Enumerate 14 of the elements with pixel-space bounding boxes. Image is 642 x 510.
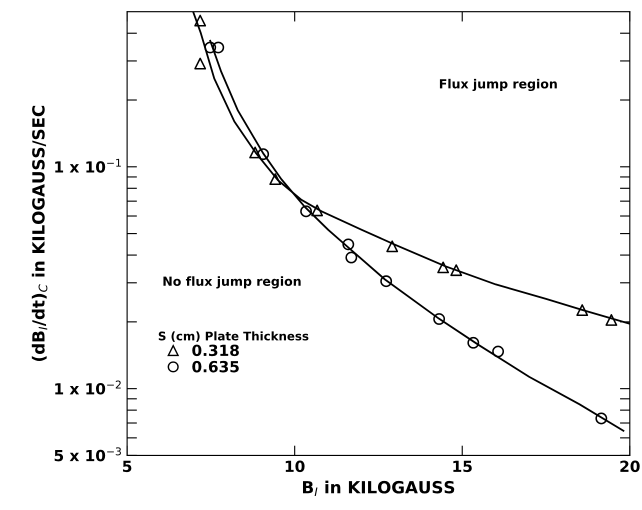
x-axis-title: B$_{I}$ in KILOGAUSS — [302, 480, 454, 496]
y-tick-label: 1 x 10$^{−1}$ — [55, 158, 121, 173]
x-tick-label: 15 — [453, 460, 472, 472]
x-tick-label: 10 — [286, 460, 305, 472]
x-tick-label: 20 — [620, 460, 640, 472]
x-tick-label: 5 — [122, 460, 132, 472]
annotation: No flux jump region — [163, 276, 301, 288]
legend-label: 0.635 — [192, 360, 239, 372]
y-axis-title: (dB$_{I}$/dt)$_{C}$ in KILOGAUSS/SEC — [32, 106, 48, 361]
annotation: Flux jump region — [440, 78, 557, 92]
legend-title: S (cm) Plate Thickness — [158, 331, 308, 342]
legend-label: 0.318 — [192, 344, 239, 356]
y-tick-label: 1 x 10$^{−2}$ — [55, 380, 121, 395]
y-tick-label: 5 x 10$^{−3}$ — [54, 447, 121, 462]
